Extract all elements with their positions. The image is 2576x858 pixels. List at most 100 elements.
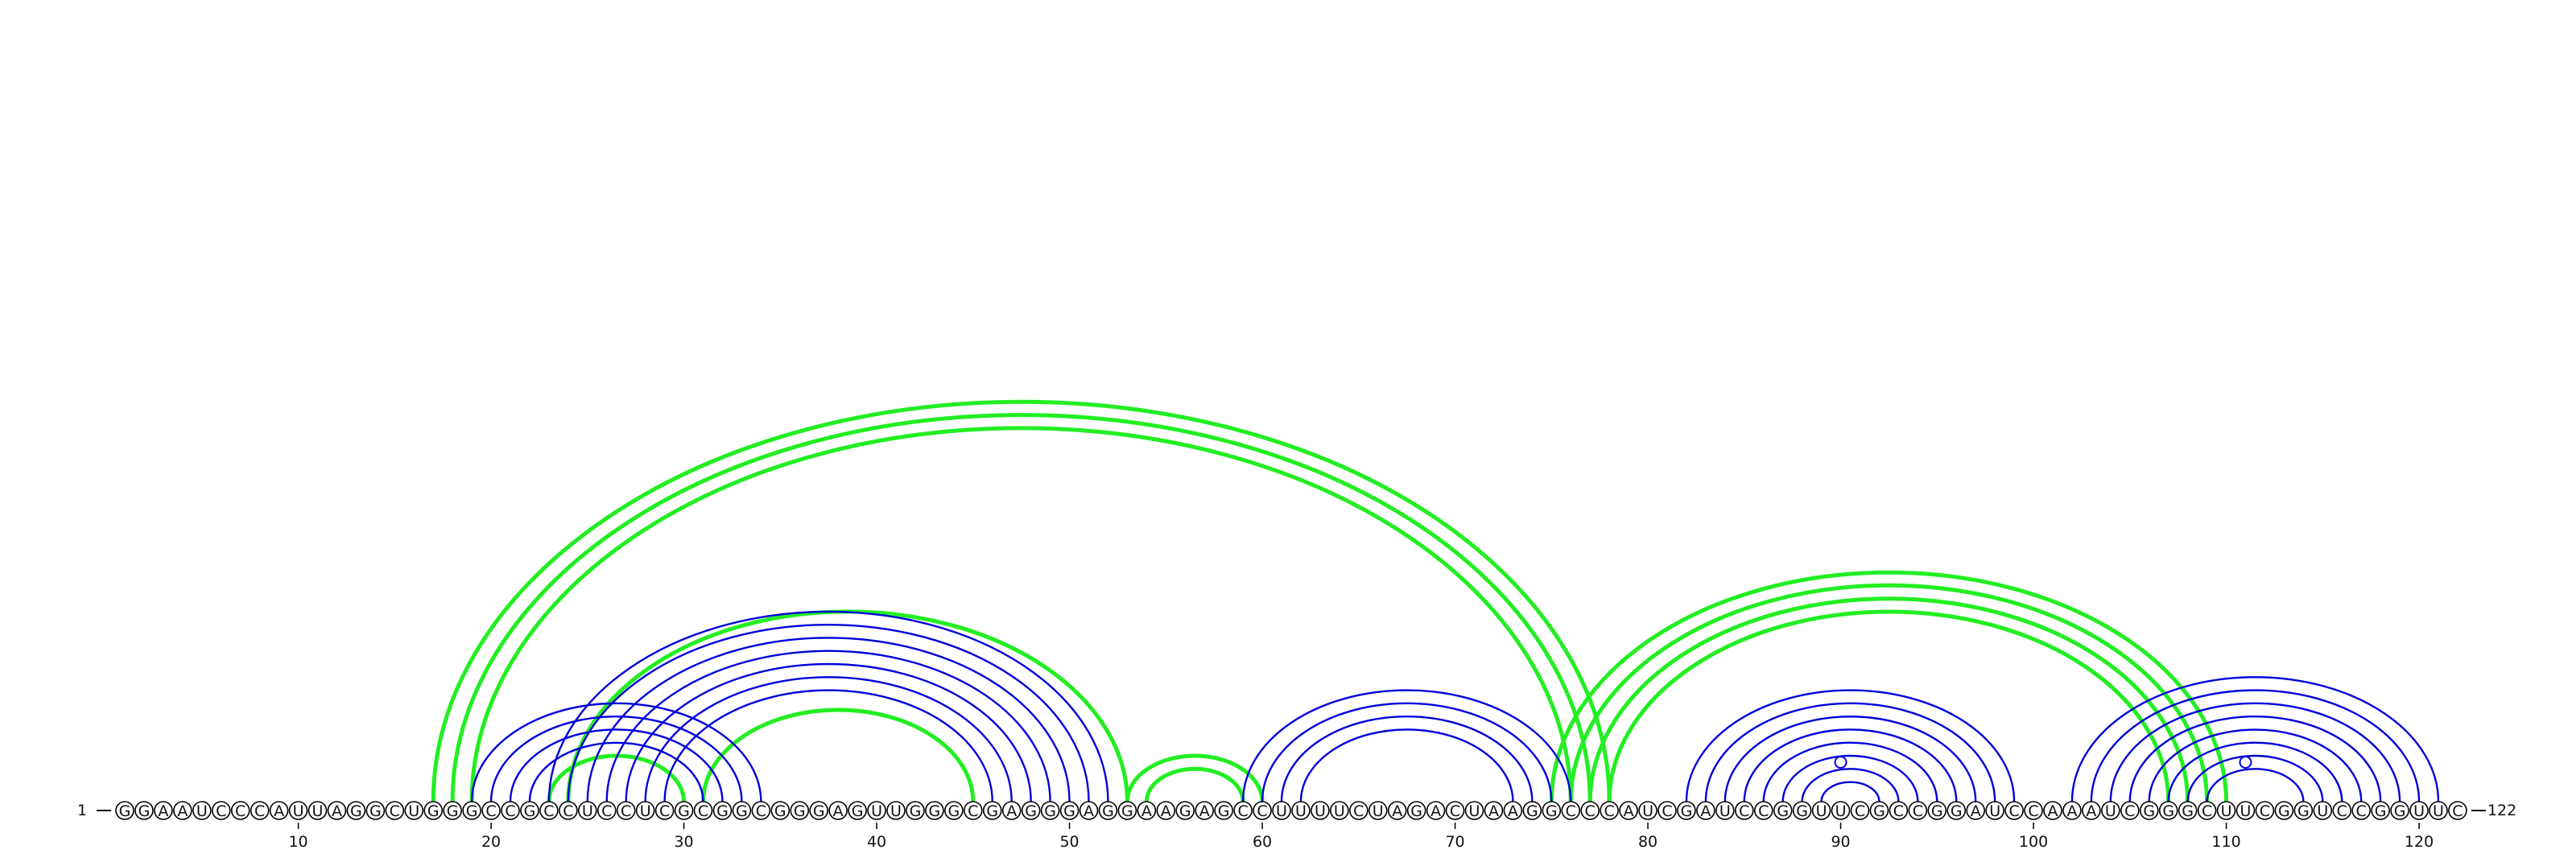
nucleotide-104-letter: U <box>2105 802 2116 820</box>
nucleotide-34: C <box>751 801 771 820</box>
nucleotide-71: U <box>1464 801 1484 820</box>
structure-a-arc-83-98 <box>1704 702 1996 802</box>
nucleotide-108: G <box>2178 801 2198 820</box>
nucleotide-40: U <box>867 801 886 820</box>
nucleotide-6-letter: C <box>216 802 226 820</box>
nucleotide-103-letter: A <box>2086 802 2096 820</box>
nucleotide-121: U <box>2429 801 2448 820</box>
nucleotide-87-letter: G <box>1777 802 1789 820</box>
nucleotide-31: C <box>693 801 713 820</box>
nucleotide-12: A <box>327 801 347 820</box>
nucleotide-59-letter: C <box>1237 802 1248 820</box>
nucleotide-90-letter: U <box>1835 802 1847 820</box>
structure-a-arc-24-51 <box>567 623 1090 802</box>
nucleotide-1: G <box>115 801 134 820</box>
nucleotide-119-letter: G <box>2394 802 2406 820</box>
nucleotide-46: G <box>982 801 1002 820</box>
nucleotide-68-letter: G <box>1410 802 1422 820</box>
nucleotide-65: C <box>1349 801 1368 820</box>
nucleotide-6: C <box>211 801 231 820</box>
nucleotide-36: G <box>790 801 810 820</box>
nucleotide-1-letter: G <box>119 802 131 820</box>
nucleotide-98-letter: U <box>1989 802 2000 820</box>
nucleotide-56-letter: G <box>1179 802 1191 820</box>
nucleotide-81: C <box>1657 801 1677 820</box>
structure-b-arc-19-76 <box>469 426 1573 802</box>
structure-a-arc-22-31 <box>528 741 704 802</box>
nucleotide-9-letter: A <box>274 802 284 820</box>
nucleotide-50-letter: G <box>1063 802 1075 820</box>
nucleotide-72-letter: A <box>1488 802 1499 820</box>
nucleotide-94-letter: C <box>1913 802 1923 820</box>
nucleotide-92-letter: G <box>1873 802 1885 820</box>
tick-label-120: 120 <box>2405 833 2434 851</box>
nucleotide-66: U <box>1368 801 1388 820</box>
nucleotide-13-letter: G <box>350 802 362 820</box>
nucleotide-62-letter: U <box>1295 802 1307 820</box>
nucleotide-78-letter: C <box>1604 802 1615 820</box>
nucleotide-23-letter: C <box>543 802 554 820</box>
structure-b-arc-54-59 <box>1144 766 1245 802</box>
nucleotide-64-letter: U <box>1334 802 1345 820</box>
nucleotide-62: U <box>1291 801 1311 820</box>
structure-b-arc-75-110 <box>1549 570 2229 802</box>
structure-a-arc-82-99 <box>1685 689 2016 802</box>
tick-label-20: 20 <box>481 833 501 851</box>
nucleotide-8-letter: C <box>254 802 265 820</box>
nucleotide-19-letter: G <box>466 802 478 820</box>
structure-a-arc-61-74 <box>1280 715 1534 802</box>
nucleotide-16-letter: U <box>408 802 419 820</box>
nucleotide-43-letter: G <box>929 802 941 820</box>
nucleotide-40-letter: U <box>871 802 882 820</box>
nucleotide-107: G <box>2158 801 2178 820</box>
nucleotide-71-letter: U <box>1469 802 1480 820</box>
nucleotide-114-letter: G <box>2297 802 2310 820</box>
nucleotide-69: A <box>1426 801 1446 820</box>
nucleotide-96: G <box>1946 801 1967 820</box>
structure-a-arc-29-46 <box>663 689 993 802</box>
nucleotide-37: G <box>809 801 829 820</box>
nucleotide-10-letter: U <box>293 802 304 820</box>
nucleotide-93: C <box>1889 801 1909 820</box>
structure-b-arcs <box>431 399 2229 802</box>
structure-a-arc-25-50 <box>586 637 1071 802</box>
nucleotide-23: C <box>539 801 559 820</box>
nucleotide-120-letter: U <box>2413 802 2425 820</box>
nucleotide-101: A <box>2043 801 2062 820</box>
nucleotide-80-letter: U <box>1642 802 1653 820</box>
nucleotide-117: C <box>2351 801 2371 820</box>
nucleotide-36-letter: G <box>794 802 806 820</box>
nucleotide-38-letter: A <box>833 802 844 820</box>
nucleotide-72: A <box>1484 801 1504 820</box>
nucleotide-25-letter: U <box>582 802 593 820</box>
structure-a-arcs <box>470 610 2440 802</box>
nucleotide-37-letter: G <box>813 802 825 820</box>
nucleotide-5-letter: U <box>196 802 208 820</box>
nucleotide-95: G <box>1927 801 1947 820</box>
nucleotide-73: A <box>1503 801 1523 820</box>
tick-label-70: 70 <box>1445 833 1464 851</box>
nucleotide-79: A <box>1619 801 1638 820</box>
tick-label-110: 110 <box>2211 833 2240 851</box>
nucleotide-75-letter: G <box>1546 802 1558 820</box>
nucleotide-34-letter: C <box>756 802 766 820</box>
nucleotide-80: U <box>1638 801 1657 820</box>
nucleotide-46-letter: G <box>986 802 998 820</box>
nucleotide-92: G <box>1869 801 1889 820</box>
nucleotide-25: U <box>577 801 597 820</box>
nucleotide-79-letter: A <box>1624 802 1634 820</box>
nucleotide-77-letter: C <box>1585 802 1596 820</box>
nucleotide-49-letter: G <box>1044 802 1056 820</box>
nucleotide-47-letter: A <box>1006 802 1017 820</box>
nucleotide-57-letter: A <box>1199 802 1210 820</box>
nucleotide-67-letter: A <box>1392 802 1402 820</box>
nucleotide-19: G <box>462 801 481 820</box>
nucleotide-115-letter: U <box>2317 802 2328 820</box>
structure-a-arc-26-49 <box>605 650 1051 802</box>
nucleotide-94: C <box>1908 801 1928 820</box>
nucleotide-26-letter: C <box>601 802 612 820</box>
nucleotide-70: C <box>1445 801 1465 820</box>
nucleotide-33: G <box>732 801 752 820</box>
nucleotide-39-letter: G <box>852 802 864 820</box>
